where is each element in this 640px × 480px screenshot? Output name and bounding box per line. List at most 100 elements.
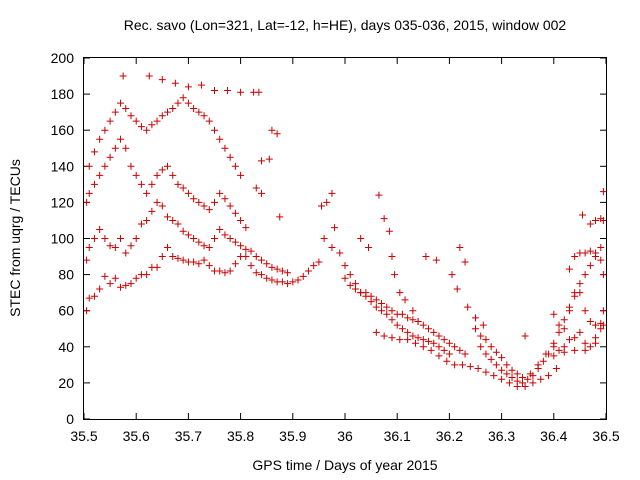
data-point-marker (599, 216, 607, 224)
data-point-marker (341, 262, 349, 270)
data-point-marker (132, 117, 140, 125)
data-point-marker (576, 289, 584, 297)
data-point-marker (586, 262, 594, 270)
data-point-marker (456, 244, 464, 252)
data-point-marker (409, 307, 417, 315)
data-point-marker (328, 244, 336, 252)
data-point-marker (378, 299, 386, 307)
data-point-marker (179, 184, 187, 192)
data-point-marker (385, 227, 393, 235)
data-point-marker (451, 361, 459, 369)
data-point-marker (404, 314, 412, 322)
data-point-marker (117, 283, 125, 291)
data-point-marker (171, 79, 179, 87)
y-tick-label: 100 (51, 231, 75, 247)
data-point-marker (278, 267, 286, 275)
data-point-marker (137, 180, 145, 188)
chart-title: Rec. savo (Lon=321, Lat=-12, h=HE), days… (124, 17, 567, 33)
data-point-marker (83, 256, 91, 264)
data-point-marker (90, 292, 98, 300)
data-point-marker (419, 321, 427, 329)
data-point-marker (550, 352, 558, 360)
x-tick-label: 36.4 (540, 428, 567, 444)
data-point-marker (579, 211, 587, 219)
data-point-marker (190, 105, 198, 113)
data-point-marker (310, 262, 318, 270)
data-point-marker (565, 336, 573, 344)
data-point-marker (273, 265, 281, 273)
data-point-marker (96, 225, 104, 233)
data-point-marker (315, 258, 323, 266)
data-point-marker (304, 267, 312, 275)
data-point-marker (560, 316, 568, 324)
data-point-marker (398, 325, 406, 333)
data-point-marker (174, 254, 182, 262)
data-point-marker (323, 198, 331, 206)
data-point-marker (461, 258, 469, 266)
data-point-marker (294, 276, 302, 284)
data-point-marker (581, 307, 589, 315)
data-point-marker (85, 189, 93, 197)
data-point-marker (492, 361, 500, 369)
data-point-marker (83, 307, 91, 315)
data-point-marker (542, 350, 550, 358)
data-point-marker (164, 108, 172, 116)
data-point-marker (231, 238, 239, 246)
data-point-marker (599, 188, 607, 196)
data-point-marker (184, 83, 192, 91)
data-point-marker (466, 363, 474, 371)
data-point-marker (106, 280, 114, 288)
data-point-marker (592, 339, 600, 347)
data-point-marker (560, 325, 568, 333)
data-point-marker (571, 346, 579, 354)
data-point-marker (263, 274, 271, 282)
x-tick-label: 35.5 (70, 428, 97, 444)
data-point-marker (117, 135, 125, 143)
data-point-marker (200, 256, 208, 264)
x-tick-label: 36.5 (592, 428, 619, 444)
data-point-marker (119, 72, 127, 80)
data-point-marker (184, 99, 192, 107)
data-point-marker (599, 321, 607, 329)
data-point-marker (158, 253, 166, 261)
data-point-marker (477, 343, 485, 351)
data-points-group (83, 72, 607, 391)
data-point-marker (127, 112, 135, 120)
data-point-marker (346, 281, 354, 289)
data-point-marker (101, 235, 109, 242)
data-point-marker (581, 339, 589, 347)
data-point-marker (276, 213, 284, 221)
data-point-marker (526, 370, 534, 378)
data-point-marker (216, 135, 224, 143)
data-point-marker (216, 267, 224, 275)
data-point-marker (83, 198, 91, 206)
data-point-marker (252, 184, 260, 192)
data-point-marker (169, 105, 177, 113)
data-point-marker (346, 271, 354, 279)
x-tick-label: 35.6 (123, 428, 150, 444)
y-tick-label: 200 (51, 50, 75, 66)
y-tick-label: 20 (58, 375, 74, 391)
data-point-marker (372, 296, 380, 304)
data-point-marker (472, 325, 479, 333)
data-point-marker (409, 332, 417, 340)
data-point-marker (555, 346, 563, 354)
data-point-marker (440, 346, 448, 354)
data-point-marker (482, 350, 490, 358)
x-tick-label: 36.3 (488, 428, 515, 444)
data-point-marker (362, 289, 370, 297)
data-point-marker (117, 235, 125, 242)
data-point-marker (137, 220, 145, 228)
y-tick-label: 160 (51, 122, 75, 138)
data-point-marker (284, 269, 292, 277)
data-point-marker (96, 285, 104, 293)
data-point-marker (101, 126, 109, 134)
data-point-marker (143, 271, 151, 279)
data-point-marker (85, 294, 93, 302)
data-point-marker (398, 310, 406, 318)
data-point-marker (164, 244, 172, 252)
data-point-marker (90, 180, 98, 188)
data-point-marker (148, 207, 156, 215)
data-point-marker (169, 171, 177, 179)
data-point-marker (85, 162, 93, 170)
